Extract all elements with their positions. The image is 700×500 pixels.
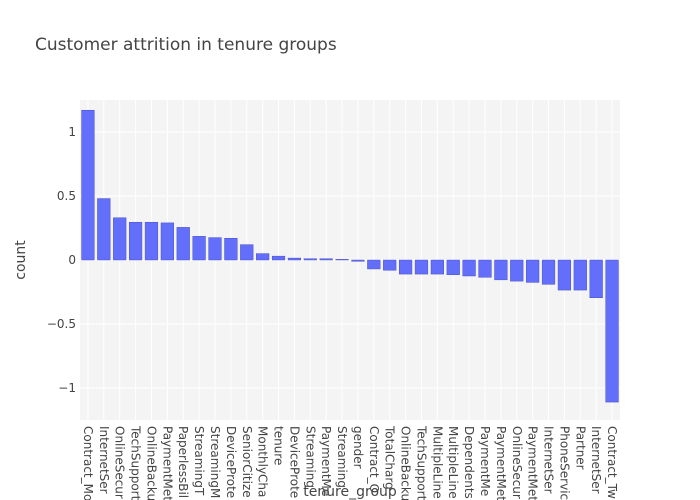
bar [113, 217, 127, 261]
x-tick-label: MultipleLine [430, 426, 444, 499]
bar [605, 259, 619, 403]
x-tick-label: StreamingM [208, 426, 222, 498]
x-tick-label: MonthlyCha [256, 426, 270, 497]
bar [510, 259, 524, 282]
bar [335, 259, 349, 261]
x-tick-label: InternetSer [542, 426, 556, 494]
bar [240, 244, 254, 261]
x-tick-label: Contract_O [367, 426, 381, 493]
x-tick-label: PaymentMet [494, 426, 508, 500]
bar [573, 259, 587, 291]
bar [557, 259, 572, 291]
x-tick-label: PaymentMet [526, 426, 540, 500]
bar [414, 259, 429, 275]
bar [97, 198, 111, 261]
bar [589, 259, 603, 299]
y-tick-label: −1 [58, 381, 76, 395]
x-tick-label: Streaming [303, 426, 317, 488]
x-tick-label: OnlineSecur [113, 426, 127, 499]
x-tick-label: Streaming [335, 426, 349, 488]
x-tick-label: TotalCharg [383, 425, 397, 490]
y-tick-label: 1 [68, 125, 76, 139]
y-tick-label: −0.5 [47, 317, 76, 331]
bar [224, 237, 238, 261]
bar [176, 227, 190, 261]
x-tick-label: Partner [573, 426, 587, 470]
bar [160, 222, 174, 261]
x-tick-label: OnlineBacku [144, 426, 158, 500]
x-tick-label: PhoneServic [557, 426, 571, 500]
x-tick-label: PaperlessBil [176, 426, 190, 498]
x-tick-label: OnlineBacku [399, 426, 413, 500]
x-tick-label: InternetSer [97, 426, 111, 494]
x-tick-label: DeviceProte [287, 426, 301, 498]
bar [478, 259, 492, 278]
x-tick-label: SeniorCitize [240, 426, 254, 498]
bar [271, 255, 286, 261]
x-axis-label: tenure_group [303, 484, 397, 500]
bars [81, 109, 619, 403]
chart-title: Customer attrition in tenure groups [35, 35, 337, 55]
bar [351, 259, 365, 262]
x-tick-label: PaymentMe [478, 426, 492, 496]
bar [462, 259, 476, 277]
bar [319, 258, 333, 261]
bar [144, 221, 159, 261]
y-tick-labels: −1 −0.5 0 0.5 1 [47, 125, 76, 395]
x-tick-label: OnlineSecur [510, 426, 524, 499]
x-tick-label: PaymentMet [160, 426, 174, 500]
bar [256, 253, 270, 261]
bar [541, 259, 556, 285]
bar [494, 259, 508, 281]
x-tick-label: TechSupport [414, 425, 428, 500]
bar [287, 257, 302, 261]
bar [81, 109, 95, 261]
bar [398, 259, 413, 275]
x-tick-label: gender [351, 426, 365, 469]
bar [430, 259, 444, 275]
bar [192, 236, 206, 261]
y-axis-label: count [13, 240, 29, 280]
x-tick-label: Contract_Tw [605, 426, 619, 499]
bar [526, 259, 540, 283]
x-tick-label: Dependents [462, 426, 476, 499]
x-tick-label: tenure [272, 426, 286, 465]
bar [128, 221, 143, 261]
x-tick-label: StreamingT [192, 426, 206, 496]
x-tick-label: MultipleLine [446, 426, 460, 499]
y-tick-label: 0 [68, 253, 76, 267]
x-tick-label: DeviceProte [224, 426, 238, 498]
x-tick-labels: Contract_Mo InternetSer OnlineSecur TechSup… [81, 425, 619, 500]
bar [446, 259, 460, 275]
bar [303, 258, 317, 261]
y-tick-label: 0.5 [57, 189, 76, 203]
bar [383, 259, 397, 271]
bar [208, 237, 222, 261]
bar [367, 259, 381, 270]
x-tick-label: InternetSer [589, 426, 603, 494]
x-tick-label: Contract_Mo [81, 426, 95, 500]
x-tick-label: PaymentMe [319, 426, 333, 496]
x-tick-label: TechSupport [129, 425, 143, 500]
